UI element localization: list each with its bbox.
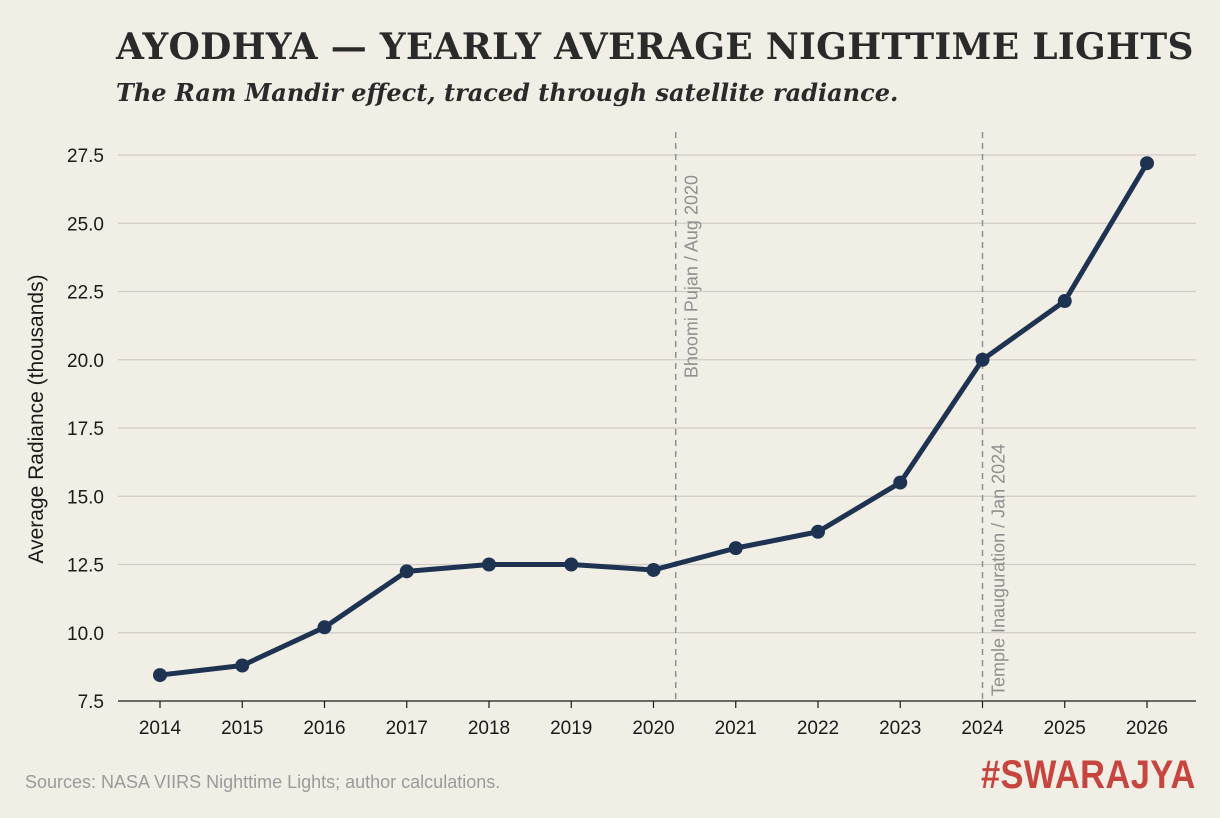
y-tick-label: 22.5	[67, 283, 104, 304]
data-point	[153, 668, 167, 683]
y-tick-label: 12.5	[67, 556, 104, 577]
annotation-label: Temple Inauguration / Jan 2024	[989, 444, 1009, 696]
x-tick-label: 2020	[632, 718, 674, 739]
data-point	[235, 658, 250, 673]
x-tick-label: 2015	[221, 718, 263, 739]
data-point	[564, 557, 579, 572]
annotation-lines: Bhoomi Pujan / Aug 2020 Temple Inaugurati…	[674, 132, 1009, 701]
x-tick-label: 2014	[139, 718, 182, 739]
data-series	[153, 156, 1154, 683]
x-tick-label: 2017	[386, 718, 428, 739]
y-axis-ticks: 7.5 10.0 12.5 15.0 17.5 20.0 22.5 25.0 27.5	[67, 146, 104, 713]
data-point	[399, 564, 414, 579]
y-tick-label: 7.5	[78, 692, 104, 713]
y-tick-label: 17.5	[67, 419, 104, 440]
x-tick-label: 2018	[468, 718, 510, 739]
data-point	[1140, 156, 1154, 171]
brand-logo: #SWARAJYA	[981, 753, 1196, 797]
x-axis-ticks: 2014 2015 2016 2017 2018 2019 2020 2021 2022 2023…	[139, 701, 1168, 739]
x-tick-label: 2016	[303, 718, 345, 739]
data-point	[317, 620, 332, 635]
source-note: Sources: NASA VIIRS Nighttime Lights; au…	[25, 772, 501, 792]
y-axis-title: Average Radiance (thousands)	[25, 274, 48, 563]
data-point	[975, 352, 990, 367]
chart-title: AYODHYA — YEARLY AVERAGE NIGHTTIME LIGHT…	[116, 26, 1194, 68]
y-tick-label: 20.0	[67, 351, 104, 372]
y-tick-label: 10.0	[67, 624, 104, 645]
y-tick-label: 27.5	[67, 146, 104, 167]
x-tick-label: 2022	[797, 718, 839, 739]
x-tick-label: 2023	[879, 718, 921, 739]
y-tick-label: 15.0	[67, 487, 104, 508]
annotation-label: Bhoomi Pujan / Aug 2020	[682, 175, 702, 378]
y-tick-label: 25.0	[67, 214, 104, 235]
data-point	[893, 475, 908, 490]
x-tick-label: 2019	[550, 718, 592, 739]
data-point	[811, 524, 825, 539]
x-tick-label: 2024	[961, 718, 1004, 739]
x-tick-label: 2021	[715, 718, 757, 739]
x-tick-label: 2026	[1126, 718, 1168, 739]
data-point	[482, 557, 496, 572]
grid-lines	[118, 154, 1196, 634]
x-tick-label: 2025	[1044, 718, 1086, 739]
data-point	[728, 541, 743, 556]
data-point	[646, 562, 661, 577]
data-point	[1057, 294, 1072, 309]
chart-subtitle: The Ram Mandir effect, traced through sa…	[116, 78, 899, 107]
